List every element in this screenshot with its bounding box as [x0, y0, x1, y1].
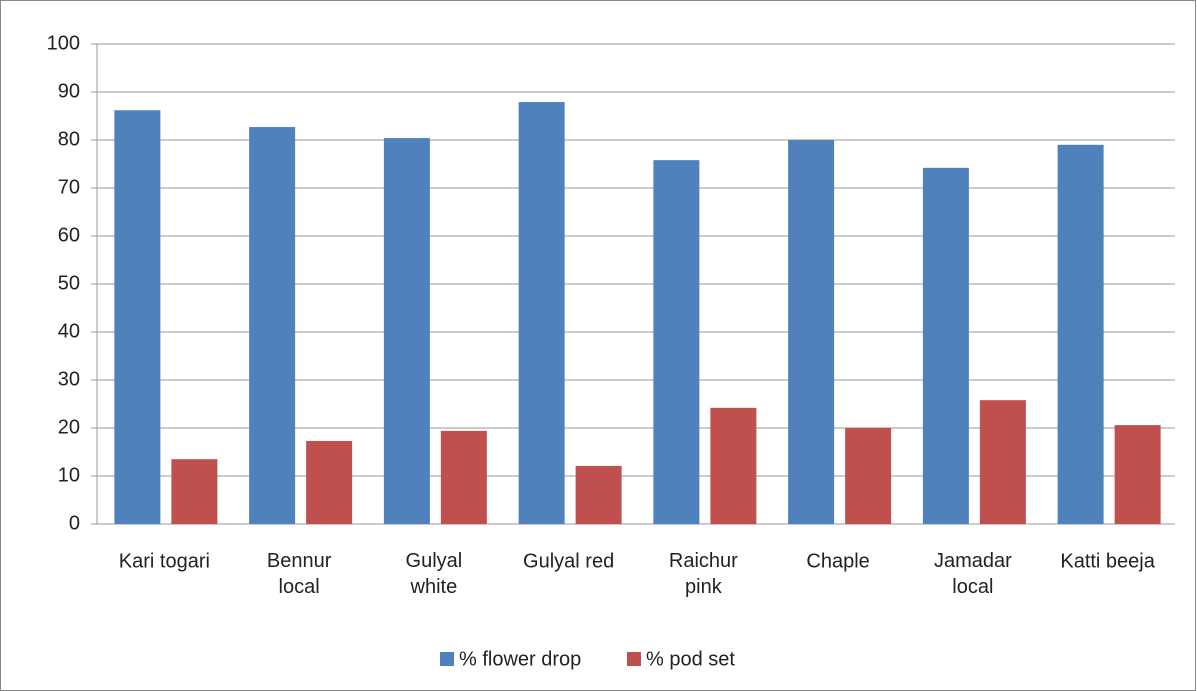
- x-tick-label: Kari togari: [119, 550, 210, 572]
- y-tick-label: 20: [58, 416, 80, 438]
- bar: [1114, 425, 1161, 524]
- y-tick-label: 10: [58, 464, 80, 486]
- bar: [979, 400, 1026, 524]
- x-tick-label: Chaple: [806, 550, 869, 572]
- x-tick-label: Bennur local: [267, 550, 332, 598]
- legend-swatch: [440, 652, 454, 666]
- bar: [518, 102, 565, 524]
- y-tick-label: 70: [58, 176, 80, 198]
- bar: [922, 167, 969, 524]
- bar: [710, 407, 757, 524]
- x-tick-label: Raichur pink: [669, 550, 738, 598]
- legend-label: % pod set: [646, 648, 735, 670]
- bar: [440, 430, 487, 524]
- x-tick-label: Gulyal white: [406, 550, 463, 598]
- y-tick-label: 90: [58, 80, 80, 102]
- bar: [575, 465, 622, 524]
- bar: [845, 428, 892, 524]
- x-tick-label: Katti beeja: [1060, 550, 1155, 572]
- bar: [249, 127, 296, 524]
- y-tick-label: 40: [58, 320, 80, 342]
- y-tick-label: 60: [58, 224, 80, 246]
- x-tick-label: Jamadar local: [934, 550, 1012, 598]
- x-tick-label: Gulyal red: [523, 550, 614, 572]
- bar: [1057, 144, 1104, 525]
- bar: [171, 459, 218, 524]
- bar: [653, 160, 700, 524]
- bar: [306, 440, 353, 524]
- y-tick-label: 30: [58, 368, 80, 390]
- y-tick-label: 100: [47, 32, 80, 54]
- bar: [114, 110, 161, 525]
- y-tick-label: 50: [58, 272, 80, 294]
- bar: [383, 138, 430, 524]
- legend-swatch: [627, 652, 641, 666]
- legend-label: % flower drop: [459, 648, 581, 670]
- y-tick-label: 80: [58, 128, 80, 150]
- y-tick-label: 0: [69, 512, 80, 534]
- bar: [788, 140, 835, 524]
